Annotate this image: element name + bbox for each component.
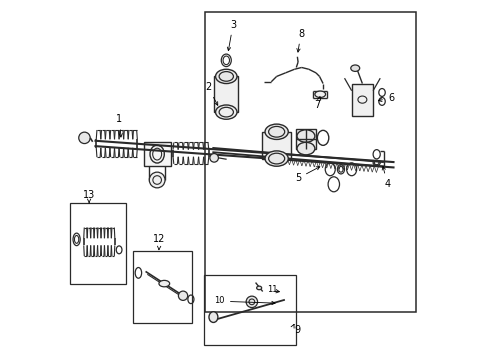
Ellipse shape <box>215 69 237 84</box>
Ellipse shape <box>256 286 261 290</box>
Text: 2: 2 <box>204 82 217 105</box>
Bar <box>205 12 415 312</box>
Ellipse shape <box>264 124 287 139</box>
Ellipse shape <box>314 91 325 98</box>
Text: 13: 13 <box>83 190 95 203</box>
Circle shape <box>178 291 187 300</box>
Text: 1: 1 <box>116 114 122 137</box>
Text: 11: 11 <box>266 285 277 294</box>
Circle shape <box>245 296 257 307</box>
Bar <box>351 84 372 116</box>
Bar <box>296 129 315 149</box>
Circle shape <box>79 132 90 144</box>
Ellipse shape <box>296 130 314 142</box>
Ellipse shape <box>208 312 218 323</box>
Text: 12: 12 <box>153 234 165 250</box>
Ellipse shape <box>264 151 287 166</box>
Circle shape <box>209 154 218 162</box>
Text: 4: 4 <box>382 166 389 189</box>
Circle shape <box>149 172 164 188</box>
Text: 6: 6 <box>378 93 393 103</box>
Bar <box>214 76 238 112</box>
Bar <box>133 251 192 323</box>
Text: 10: 10 <box>213 296 224 305</box>
Bar <box>204 275 295 345</box>
Text: 7: 7 <box>314 96 320 110</box>
Bar <box>262 132 290 158</box>
Ellipse shape <box>350 65 359 71</box>
Text: 9: 9 <box>294 325 300 335</box>
Ellipse shape <box>159 280 169 287</box>
Bar <box>70 203 125 284</box>
Bar <box>143 143 170 166</box>
Text: 5: 5 <box>294 167 319 183</box>
Ellipse shape <box>215 105 237 119</box>
Ellipse shape <box>296 142 314 155</box>
Text: 3: 3 <box>227 19 236 51</box>
Text: 8: 8 <box>296 28 304 52</box>
